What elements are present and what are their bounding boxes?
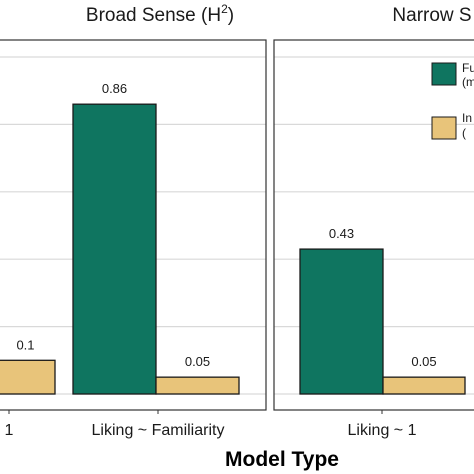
legend: Fu(m In( (431, 61, 474, 140)
x-tick-label: Liking ~ Familiarity (92, 422, 225, 439)
bar-value-label: 0.86 (102, 81, 127, 96)
facet-title: Broad Sense (H2) (86, 2, 234, 26)
bar (299, 248, 384, 395)
facet-title-close: ) (228, 5, 234, 26)
facet-title: Narrow S (392, 5, 471, 26)
x-axis-title: Model Type (225, 448, 339, 471)
bar-value-label: 0.05 (185, 354, 210, 369)
facet-title-superscript: 2 (221, 2, 228, 16)
legend-label: Fu (462, 61, 474, 75)
legend-sublabel: ( (462, 126, 466, 140)
bar-value-label: 0.43 (329, 226, 354, 241)
legend-key (431, 62, 457, 86)
bar (72, 103, 157, 395)
x-tick-label: Liking ~ 1 (348, 422, 417, 439)
panel-1: 0.1 0.86 0.05 1 Liking ~ Familiarity Broad Se… (0, 2, 267, 439)
panels-layer: 0.1 0.86 0.05 1 Liking ~ Familiarity Broad Se… (0, 2, 474, 439)
legend-key (431, 116, 457, 140)
legend-sublabel: (m (462, 75, 474, 89)
bar-value-label: 0.05 (411, 354, 436, 369)
panel-2: 0.43 0.05 Liking ~ 1 Narrow S (273, 5, 474, 439)
legend-label: In (462, 111, 472, 125)
panel-border (0, 39, 267, 411)
x-tick-label: 1 (5, 422, 14, 439)
bar-value-label: 0.1 (16, 337, 34, 352)
bar (0, 359, 56, 395)
bar (155, 376, 240, 395)
bar (382, 376, 466, 395)
